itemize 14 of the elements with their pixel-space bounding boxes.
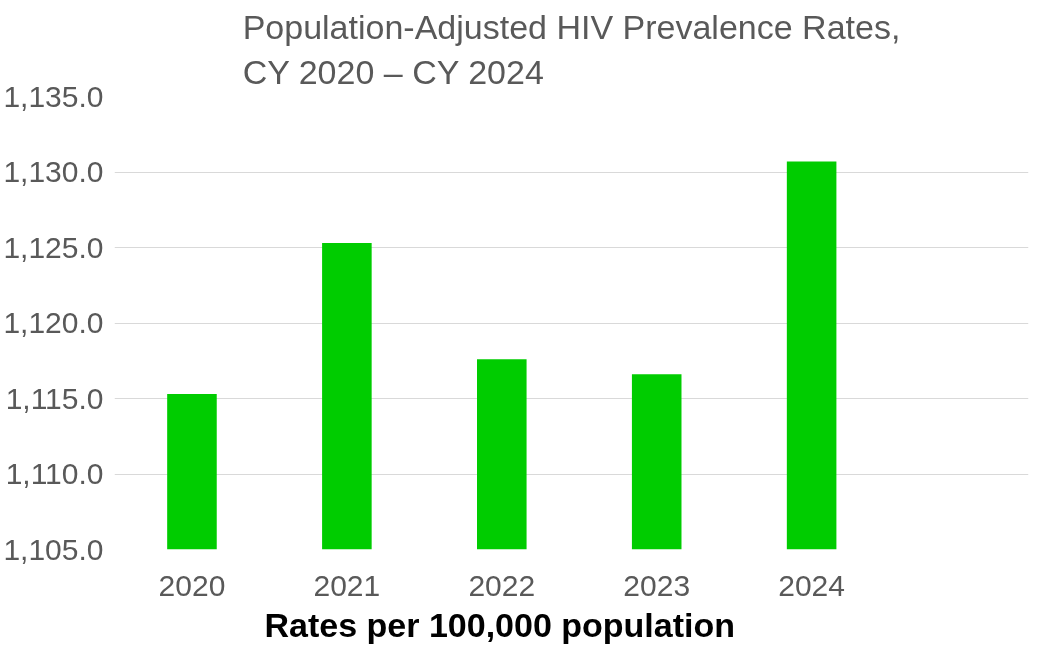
x-tick-label: 2020 <box>158 568 226 602</box>
y-tick-label: 1,120.0 <box>3 306 104 339</box>
y-tick-label: 1,110.0 <box>5 457 104 490</box>
chart-title: Population-Adjusted HIV Prevalence Rates, CY 2020 – CY 2024 <box>242 7 901 92</box>
x-tick-label: 2022 <box>468 568 536 602</box>
y-tick-label: 1,115.0 <box>5 381 104 415</box>
y-tick-label: 1,135.0 <box>3 79 104 113</box>
x-tick-label: 2024 <box>778 568 845 602</box>
x-tick-label: 2021 <box>313 568 381 602</box>
y-tick-label: 1,125.0 <box>3 230 104 264</box>
y-tick-label: 1,130.0 <box>3 155 104 188</box>
x-tick-label: 2023 <box>623 568 691 602</box>
y-tick-label: 1,105.0 <box>3 532 104 566</box>
text: Rates per 100,000 population <box>264 605 735 644</box>
